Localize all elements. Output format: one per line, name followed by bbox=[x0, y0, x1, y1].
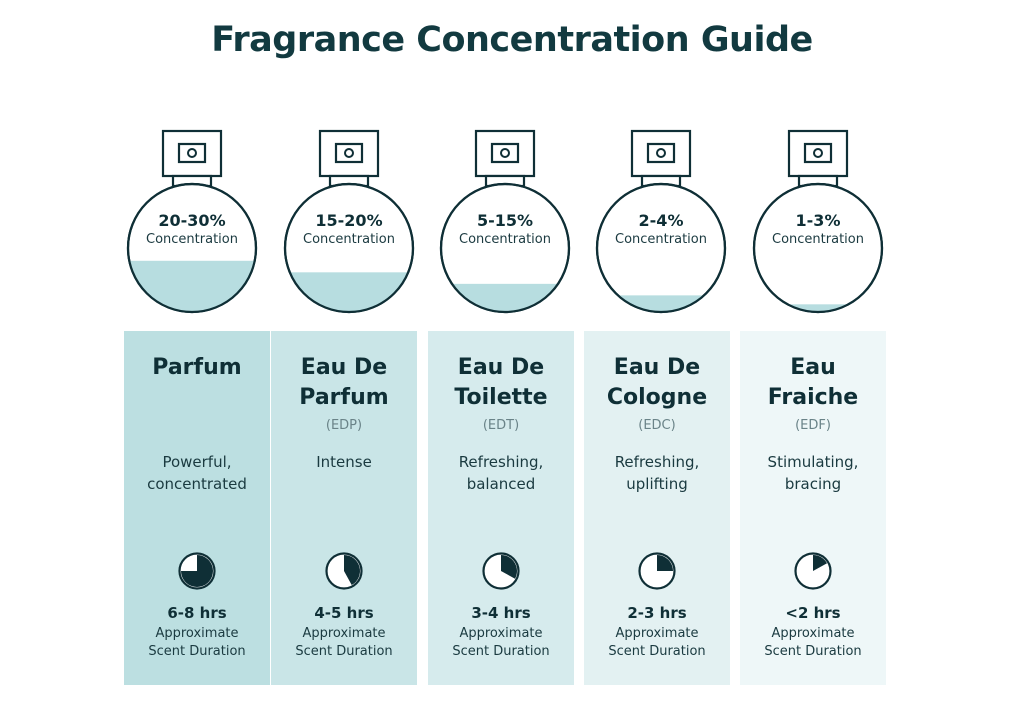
bottle-label-0: 20-30% Concentration bbox=[122, 211, 262, 249]
bottle-liquid bbox=[128, 260, 256, 312]
concentration-label: Concentration bbox=[146, 232, 238, 247]
clock-wedge bbox=[657, 555, 673, 571]
duration-caption: Approximate Scent Duration bbox=[608, 626, 706, 659]
clock-wedge bbox=[813, 555, 828, 571]
concentration-label: Concentration bbox=[615, 232, 707, 247]
fragrance-abbreviation: (EDT) bbox=[482, 418, 520, 433]
bottle-liquid bbox=[441, 283, 569, 312]
fragrance-name: Eau Fraiche bbox=[767, 355, 859, 410]
perfume-bottle bbox=[126, 129, 258, 314]
clock-wedge bbox=[501, 555, 518, 579]
concentration-percent: 20-30% bbox=[158, 211, 226, 230]
bottle-cap bbox=[630, 129, 692, 178]
nozzle-hole bbox=[500, 148, 510, 158]
concentration-label: Concentration bbox=[459, 232, 551, 247]
duration-hours: 2-3 hrs bbox=[627, 604, 687, 622]
fragrance-name: Eau De Cologne bbox=[606, 355, 708, 410]
nozzle-hole bbox=[656, 148, 666, 158]
duration-caption: Approximate Scent Duration bbox=[452, 626, 550, 659]
bottle-outline bbox=[752, 182, 884, 314]
fragrance-description: Intense bbox=[316, 453, 372, 471]
concentration-label: Concentration bbox=[772, 232, 864, 247]
clock-icon bbox=[794, 552, 832, 590]
clock-icon bbox=[638, 552, 676, 590]
concentration-percent: 2-4% bbox=[638, 211, 684, 230]
fragrance-name: Eau De Parfum bbox=[299, 355, 389, 410]
bottle-outline bbox=[283, 182, 415, 314]
bottle-label-1: 15-20% Concentration bbox=[279, 211, 419, 249]
bottle-liquid bbox=[754, 304, 882, 312]
fragrance-description: Refreshing, uplifting bbox=[614, 453, 700, 493]
duration-caption: Approximate Scent Duration bbox=[148, 626, 246, 659]
concentration-percent: 15-20% bbox=[315, 211, 383, 230]
fragrance-abbreviation: (EDF) bbox=[795, 418, 831, 433]
column-eau-de-parfum: Eau De Parfum (EDP) Intense 4-5 hrs Appr… bbox=[271, 331, 417, 685]
fragrance-name: Eau De Toilette bbox=[454, 355, 548, 410]
column-eau-de-toilette: Eau De Toilette (EDT) Refreshing, balanc… bbox=[428, 331, 574, 685]
bottle-label-4: 1-3% Concentration bbox=[748, 211, 888, 249]
column-parfum: Parfum Powerful, concentrated 6-8 hrs Ap… bbox=[124, 331, 270, 685]
clock-wedge bbox=[181, 555, 213, 587]
clock-icon bbox=[482, 552, 520, 590]
concentration-percent: 1-3% bbox=[795, 211, 841, 230]
concentration-percent: 5-15% bbox=[476, 211, 534, 230]
page-title: Fragrance Concentration Guide bbox=[211, 20, 813, 60]
duration-hours: 4-5 hrs bbox=[314, 604, 374, 622]
bottle-outline bbox=[595, 182, 727, 314]
nozzle-hole bbox=[344, 148, 354, 158]
bottle-label-2: 5-15% Concentration bbox=[435, 211, 575, 249]
fragrance-description: Refreshing, balanced bbox=[458, 453, 544, 493]
nozzle-hole bbox=[813, 148, 823, 158]
bottle-outline bbox=[126, 182, 258, 314]
duration-hours: 3-4 hrs bbox=[471, 604, 531, 622]
column-eau-de-cologne: Eau De Cologne (EDC) Refreshing, uplifti… bbox=[584, 331, 730, 685]
duration-caption: Approximate Scent Duration bbox=[764, 626, 862, 659]
perfume-bottle bbox=[283, 129, 415, 314]
duration-hours: <2 hrs bbox=[785, 604, 841, 622]
clock-icon bbox=[178, 552, 216, 590]
fragrance-abbreviation: (EDC) bbox=[638, 418, 676, 433]
column-eau-fraiche: Eau Fraiche (EDF) Stimulating, bracing <… bbox=[740, 331, 886, 685]
clock-icon bbox=[325, 552, 363, 590]
duration-caption: Approximate Scent Duration bbox=[295, 626, 393, 659]
fragrance-name: Parfum bbox=[152, 355, 242, 380]
concentration-label: Concentration bbox=[303, 232, 395, 247]
perfume-bottle bbox=[752, 129, 884, 314]
fragrance-description: Stimulating, bracing bbox=[767, 453, 859, 493]
bottles-illustration bbox=[126, 129, 884, 314]
bottle-label-3: 2-4% Concentration bbox=[591, 211, 731, 249]
clock-wedge bbox=[344, 555, 361, 586]
duration-hours: 6-8 hrs bbox=[167, 604, 227, 622]
nozzle-hole bbox=[187, 148, 197, 158]
fragrance-description: Powerful, concentrated bbox=[147, 453, 247, 493]
bottle-outline bbox=[439, 182, 571, 314]
fragrance-abbreviation: (EDP) bbox=[325, 418, 363, 433]
